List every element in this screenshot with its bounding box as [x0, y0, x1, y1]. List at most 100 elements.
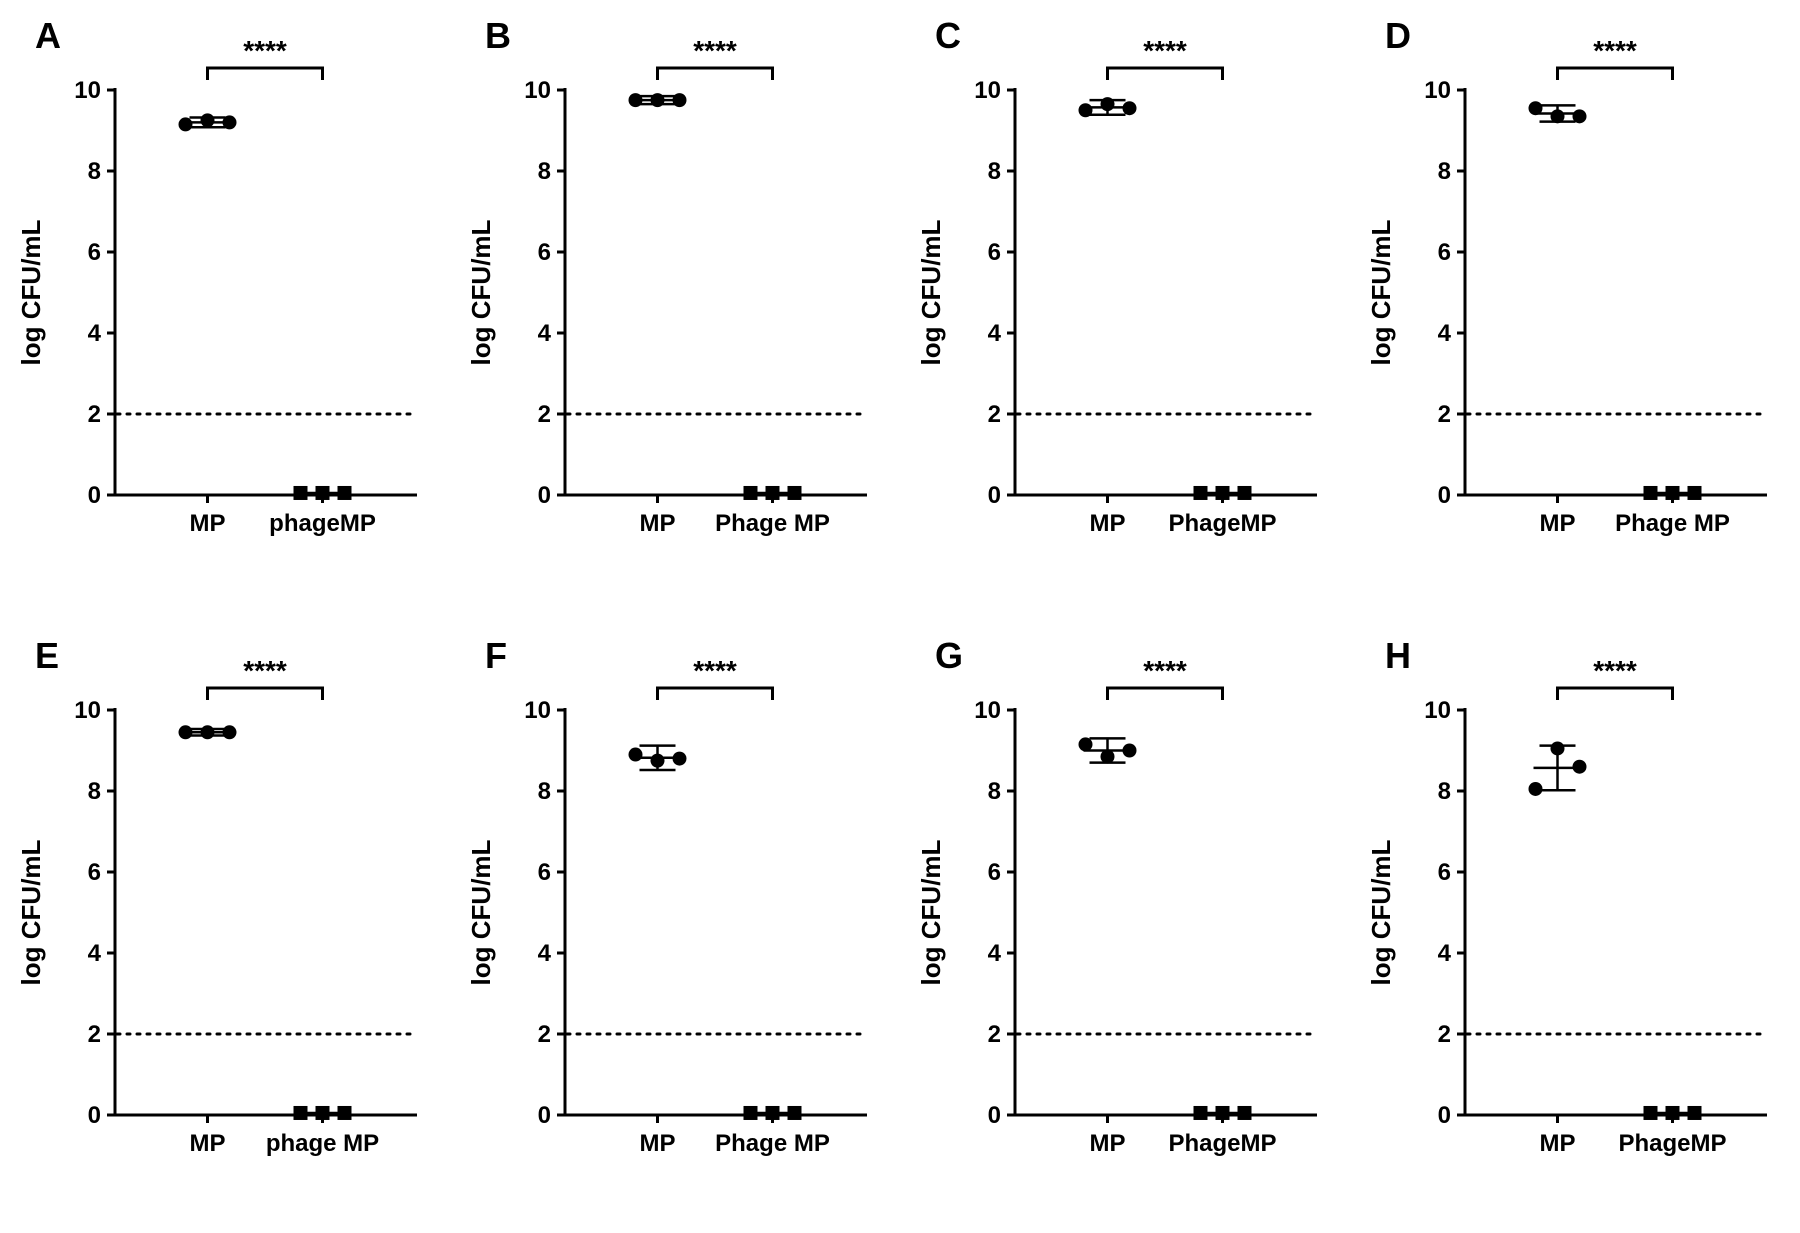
data-point-circle [1123, 744, 1137, 758]
x-tick-label: MP [640, 510, 676, 537]
x-tick-label: MP [1540, 510, 1576, 537]
data-point-square [316, 1106, 330, 1120]
data-point-square [338, 486, 352, 500]
y-tick-label: 10 [524, 697, 551, 724]
y-tick-label: 10 [74, 77, 101, 104]
data-point-square [1666, 1106, 1680, 1120]
y-tick-label: 2 [538, 401, 551, 428]
panel-C: C0246810log CFU/mLMPPhageMP**** [910, 10, 1330, 570]
y-tick-label: 8 [88, 158, 101, 185]
data-point-square [1216, 486, 1230, 500]
y-tick-label: 4 [88, 320, 102, 347]
significance-bracket [658, 68, 773, 80]
y-tick-label: 10 [974, 697, 1001, 724]
y-tick-label: 4 [88, 940, 102, 967]
data-point-square [788, 486, 802, 500]
y-tick-label: 0 [1438, 1102, 1451, 1129]
y-tick-label: 2 [988, 1021, 1001, 1048]
data-point-square [788, 1106, 802, 1120]
data-point-square [1238, 486, 1252, 500]
scatter-plot: H0246810log CFU/mLMPPhageMP**** [1360, 630, 1780, 1190]
panel-letter: B [485, 15, 511, 56]
panel-letter: A [35, 15, 61, 56]
significance-bracket [1108, 688, 1223, 700]
y-tick-label: 8 [88, 778, 101, 805]
y-tick-label: 6 [988, 859, 1001, 886]
significance-label: **** [243, 655, 287, 686]
scatter-plot: E0246810log CFU/mLMPphage MP**** [10, 630, 430, 1190]
y-tick-label: 8 [1438, 778, 1451, 805]
panel-letter: C [935, 15, 961, 56]
y-tick-label: 4 [538, 940, 552, 967]
scatter-plot: F0246810log CFU/mLMPPhage MP**** [460, 630, 880, 1190]
y-tick-label: 10 [1424, 77, 1451, 104]
panel-F: F0246810log CFU/mLMPPhage MP**** [460, 630, 880, 1190]
y-tick-label: 8 [538, 158, 551, 185]
y-tick-label: 6 [88, 859, 101, 886]
figure: A 0 2 4 6 8 10 log CFU/mL MP phageMP **** B 0 2 4 6 8 10 l… [0, 0, 1800, 1233]
data-point-square [316, 486, 330, 500]
significance-bracket [1558, 68, 1673, 80]
y-axis-label: log CFU/mL [466, 219, 496, 365]
data-point-square [338, 1106, 352, 1120]
significance-bracket [1108, 68, 1223, 80]
y-axis-label: log CFU/mL [916, 839, 946, 985]
data-point-square [1644, 1106, 1658, 1120]
data-point-circle [1101, 97, 1115, 111]
data-point-square [1238, 1106, 1252, 1120]
panel-G: G0246810log CFU/mLMPPhageMP**** [910, 630, 1330, 1190]
y-tick-label: 2 [538, 1021, 551, 1048]
data-point-square [1688, 486, 1702, 500]
data-point-circle [223, 115, 237, 129]
y-tick-label: 0 [88, 482, 101, 509]
data-point-circle [673, 93, 687, 107]
y-tick-label: 4 [1438, 940, 1452, 967]
y-tick-label: 0 [988, 482, 1001, 509]
y-tick-label: 8 [1438, 158, 1451, 185]
x-tick-label: phage MP [266, 1130, 379, 1157]
scatter-plot: B0246810log CFU/mLMPPhage MP**** [460, 10, 880, 570]
y-tick-label: 2 [88, 1021, 101, 1048]
data-point-circle [201, 725, 215, 739]
panel-H: H0246810log CFU/mLMPPhageMP**** [1360, 630, 1780, 1190]
panel-letter: G [935, 635, 963, 676]
significance-label: **** [1143, 35, 1187, 66]
y-axis-label: log CFU/mL [466, 839, 496, 985]
data-point-circle [223, 725, 237, 739]
data-point-square [1194, 486, 1208, 500]
scatter-plot: D0246810log CFU/mLMPPhage MP**** [1360, 10, 1780, 570]
y-tick-label: 0 [988, 1102, 1001, 1129]
data-point-circle [1551, 741, 1565, 755]
y-axis-label: log CFU/mL [1366, 839, 1396, 985]
y-axis-label: log CFU/mL [1366, 219, 1396, 365]
x-tick-label: phageMP [269, 510, 376, 537]
y-tick-label: 2 [988, 401, 1001, 428]
scatter-plot: A0246810log CFU/mLMPphageMP**** [10, 10, 430, 570]
x-tick-label: PhageMP [1168, 510, 1276, 537]
y-tick-label: 10 [974, 77, 1001, 104]
data-point-circle [1573, 760, 1587, 774]
data-point-square [766, 1106, 780, 1120]
y-tick-label: 6 [988, 239, 1001, 266]
y-tick-label: 6 [1438, 859, 1451, 886]
y-tick-label: 8 [988, 158, 1001, 185]
y-tick-label: 2 [88, 401, 101, 428]
significance-bracket [208, 688, 323, 700]
y-axis-label: log CFU/mL [916, 219, 946, 365]
x-tick-label: PhageMP [1618, 1130, 1726, 1157]
y-tick-label: 8 [988, 778, 1001, 805]
y-tick-label: 10 [74, 697, 101, 724]
data-point-circle [651, 754, 665, 768]
x-tick-label: Phage MP [715, 510, 830, 537]
panel-E: E0246810log CFU/mLMPphage MP**** [10, 630, 430, 1190]
y-tick-label: 6 [1438, 239, 1451, 266]
data-point-square [1688, 1106, 1702, 1120]
significance-bracket [658, 688, 773, 700]
significance-label: **** [1593, 35, 1637, 66]
panel-letter: F [485, 635, 507, 676]
data-point-square [1666, 486, 1680, 500]
significance-label: **** [693, 655, 737, 686]
significance-bracket [1558, 688, 1673, 700]
y-axis-label: log CFU/mL [16, 839, 46, 985]
y-tick-label: 10 [524, 77, 551, 104]
